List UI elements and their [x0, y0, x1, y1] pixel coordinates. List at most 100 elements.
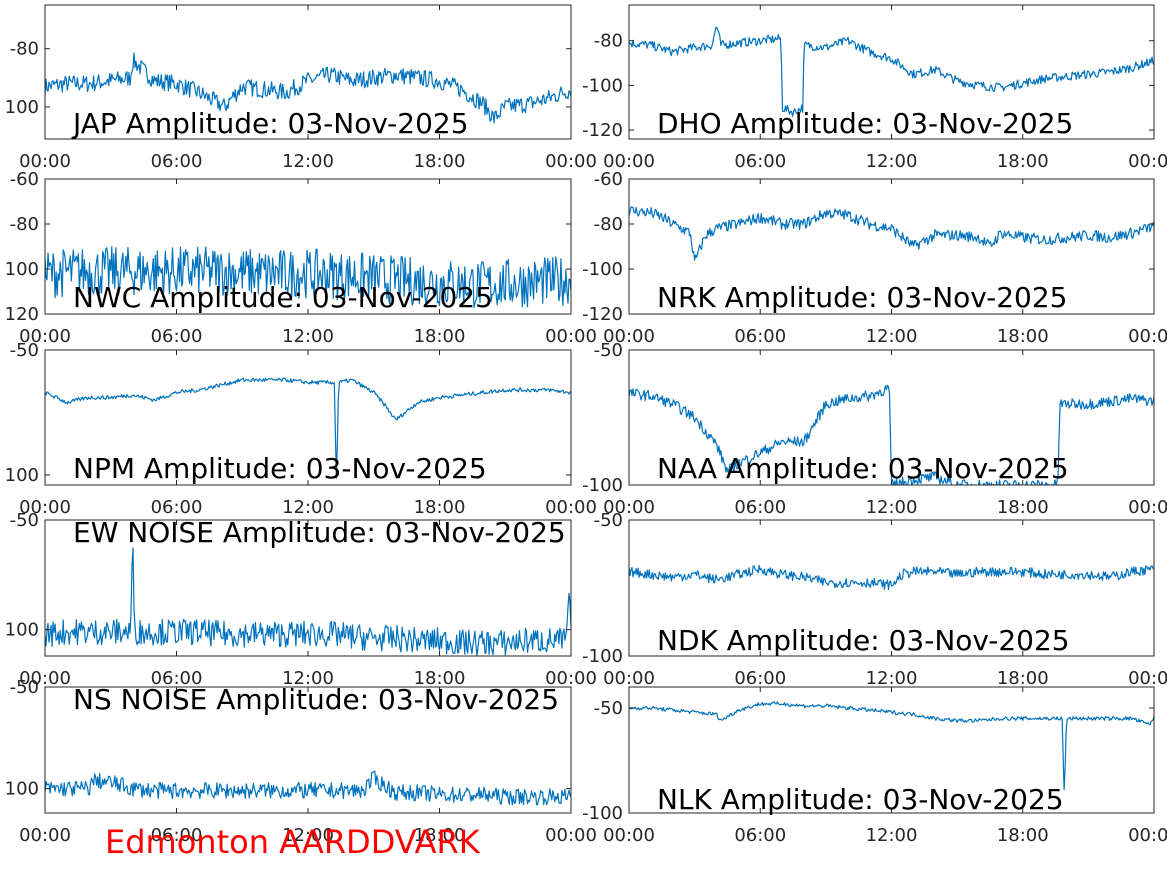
chart-panel: 00:00 06:00 12:00 18:00 00:00 -80 -100 -120 DHO …: [582, 4, 1167, 172]
amplitude-series-line: [45, 547, 571, 656]
x-tick-label: 12:00: [282, 497, 334, 518]
y-tick-label: -80: [594, 214, 623, 235]
amplitude-series-line: [45, 770, 571, 806]
y-tick-label: -120: [582, 120, 623, 141]
x-tick-label: 06:00: [734, 825, 786, 846]
x-tick-label: 00:00: [19, 151, 71, 172]
x-tick-label: 00:00: [545, 668, 597, 689]
x-tick-label: 00:00: [545, 825, 597, 846]
x-tick-label: 18:00: [414, 825, 466, 846]
x-tick-label: 00:00: [545, 151, 597, 172]
x-tick-label: 12:00: [866, 668, 918, 689]
y-tick-label: -100: [582, 75, 623, 96]
x-tick-label: 00:00: [1128, 326, 1167, 347]
chart-panel: 00:00 06:00 12:00 18:00 00:00 -50 -100 NLK Ampl…: [582, 686, 1167, 846]
amplitude-series-line: [45, 52, 571, 124]
y-tick-label: -60: [594, 169, 623, 190]
amplitude-series-line: [629, 384, 1154, 485]
x-tick-label: 18:00: [414, 326, 466, 347]
x-tick-label: 00:00: [603, 825, 655, 846]
x-tick-label: 06:00: [151, 497, 203, 518]
x-tick-label: 18:00: [414, 668, 466, 689]
x-tick-label: 12:00: [282, 151, 334, 172]
x-tick-label: 12:00: [866, 825, 918, 846]
x-tick-label: 12:00: [282, 326, 334, 347]
x-tick-label: 18:00: [414, 497, 466, 518]
x-tick-label: 06:00: [734, 326, 786, 347]
x-tick-label: 18:00: [997, 326, 1049, 347]
amplitude-series-line: [45, 377, 571, 479]
panel-title: NS NOISE Amplitude: 03-Nov-2025: [73, 683, 559, 716]
chart-panel: 00:00 06:00 12:00 18:00 00:00 -50 100 EW NOISE …: [5, 510, 597, 689]
x-tick-label: 12:00: [282, 825, 334, 846]
chart-panel: 00:00 06:00 12:00 18:00 00:00 -50 100 NS NOISE …: [5, 677, 597, 846]
chart-panel: 00:00 06:00 12:00 18:00 00:00 -60 -80 -100 -120 N…: [582, 169, 1167, 347]
x-tick-label: 06:00: [734, 151, 786, 172]
panel-title: NPM Amplitude: 03-Nov-2025: [73, 452, 487, 485]
x-tick-label: 00:00: [603, 497, 655, 518]
x-tick-label: 00:00: [19, 497, 71, 518]
chart-panel: 00:00 06:00 12:00 18:00 00:00 -50 -100 NDK Ampl…: [582, 510, 1167, 689]
chart-panels: 00:00 06:00 12:00 18:00 00:00 -80 100 JAP Ampli…: [5, 4, 1167, 846]
panel-title: EW NOISE Amplitude: 03-Nov-2025: [73, 516, 566, 549]
x-tick-label: 00:00: [603, 151, 655, 172]
y-tick-label: 100: [5, 779, 39, 800]
x-tick-label: 00:00: [1128, 668, 1167, 689]
y-tick-label: -50: [594, 340, 623, 361]
amplitude-series-line: [629, 564, 1154, 591]
y-tick-label: -50: [594, 698, 623, 719]
x-tick-label: 18:00: [997, 668, 1049, 689]
panel-title: NLK Amplitude: 03-Nov-2025: [657, 783, 1064, 816]
panel-title: JAP Amplitude: 03-Nov-2025: [71, 107, 469, 140]
chart-panel: 00:00 06:00 12:00 18:00 00:00 -80 100 JAP Ampli…: [5, 4, 597, 172]
y-tick-label: -50: [594, 510, 623, 531]
x-tick-label: 00:00: [603, 668, 655, 689]
x-tick-label: 00:00: [19, 668, 71, 689]
y-tick-label: -50: [10, 510, 39, 531]
panel-title: DHO Amplitude: 03-Nov-2025: [657, 107, 1073, 140]
y-tick-label: -100: [582, 646, 623, 667]
y-tick-label: -120: [582, 304, 623, 325]
x-tick-label: 12:00: [866, 326, 918, 347]
x-tick-label: 00:00: [603, 326, 655, 347]
x-tick-label: 12:00: [282, 668, 334, 689]
y-tick-label: -100: [582, 259, 623, 280]
amplitude-series-line: [629, 26, 1154, 117]
y-tick-label: -80: [10, 214, 39, 235]
y-tick-label: -50: [10, 677, 39, 698]
y-tick-label: 100: [5, 259, 39, 280]
x-tick-label: 00:00: [545, 326, 597, 347]
y-tick-label: 100: [5, 465, 39, 486]
y-tick-label: -60: [10, 169, 39, 190]
x-tick-label: 06:00: [151, 151, 203, 172]
y-tick-label: -100: [582, 803, 623, 824]
x-tick-label: 06:00: [151, 668, 203, 689]
panel-title: NWC Amplitude: 03-Nov-2025: [73, 281, 493, 314]
x-tick-label: 12:00: [866, 497, 918, 518]
x-tick-label: 06:00: [151, 326, 203, 347]
x-tick-label: 00:00: [1128, 825, 1167, 846]
y-tick-label: 100: [5, 620, 39, 641]
y-tick-label: -80: [10, 39, 39, 60]
panel-title: NDK Amplitude: 03-Nov-2025: [657, 624, 1070, 657]
x-tick-label: 06:00: [734, 668, 786, 689]
panel-title: NAA Amplitude: 03-Nov-2025: [657, 452, 1069, 485]
y-tick-label: -80: [594, 31, 623, 52]
x-tick-label: 06:00: [151, 825, 203, 846]
chart-panel: 00:00 06:00 12:00 18:00 00:00 -50 100 NPM Ampli…: [5, 340, 597, 518]
x-tick-label: 18:00: [997, 825, 1049, 846]
amplitude-series-line: [629, 701, 1154, 791]
amplitude-series-line: [629, 206, 1154, 261]
x-tick-label: 00:00: [19, 825, 71, 846]
x-tick-label: 00:00: [19, 326, 71, 347]
x-tick-label: 12:00: [866, 151, 918, 172]
x-tick-label: 18:00: [414, 151, 466, 172]
y-tick-label: 120: [5, 304, 39, 325]
y-tick-label: 100: [5, 97, 39, 118]
panel-title: NRK Amplitude: 03-Nov-2025: [657, 281, 1067, 314]
x-tick-label: 18:00: [997, 151, 1049, 172]
x-tick-label: 00:00: [1128, 151, 1167, 172]
y-tick-label: -50: [10, 340, 39, 361]
station-footer-label: Edmonton AARDDVARK: [105, 823, 481, 861]
